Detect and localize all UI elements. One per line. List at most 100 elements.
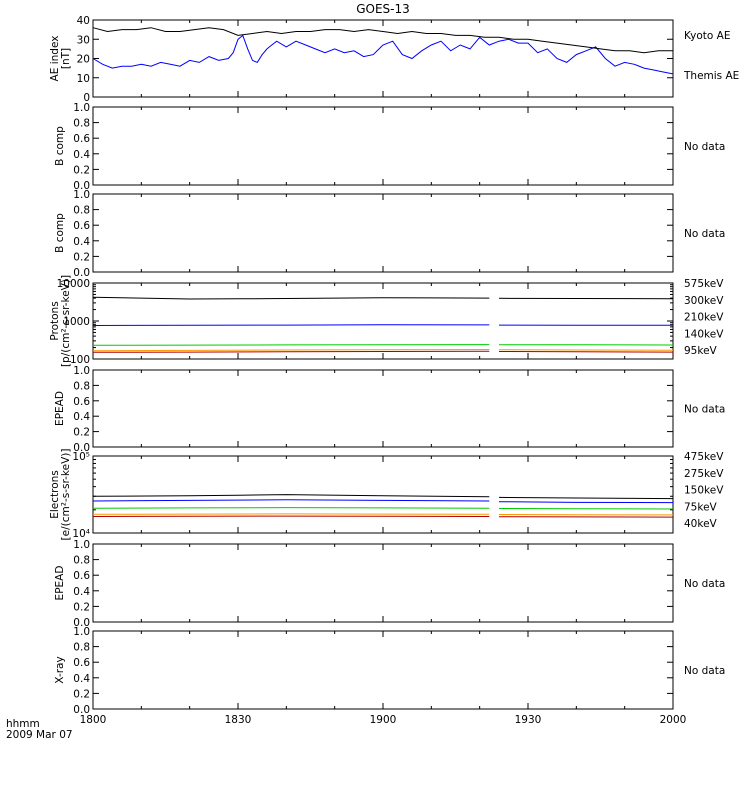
legend-75kev: 75keV — [684, 501, 718, 513]
y-axis-label-line: AE index — [49, 36, 61, 82]
y-tick-label: 0.6 — [73, 220, 90, 232]
series-line-kyoto-ae — [92, 34, 674, 75]
x-tick-label: 1800 — [80, 714, 107, 726]
legend-kyoto-ae: Kyoto AE — [684, 30, 730, 42]
panel-frame — [92, 543, 674, 623]
y-tick-label: 0.2 — [73, 251, 90, 263]
time-unit-label: hhmm — [6, 718, 40, 730]
no-data-label: No data — [684, 578, 725, 590]
y-tick-label: 100 — [70, 354, 90, 366]
series-line-95kev — [92, 296, 490, 300]
y-axis-label: AE index[nT] — [49, 36, 72, 82]
y-tick-label: 1000 — [63, 316, 90, 328]
no-data-label: No data — [684, 665, 725, 677]
legend-210kev: 210keV — [684, 312, 724, 324]
y-tick-label: 30 — [77, 34, 90, 46]
y-tick-label: 0.6 — [73, 657, 90, 669]
legend-300kev: 300keV — [684, 295, 724, 307]
y-tick-label: 0.0 — [73, 267, 90, 279]
y-tick-label: 10⁴ — [72, 528, 90, 540]
series-line-575kev — [92, 350, 490, 353]
plot-title: GOES-13 — [356, 2, 410, 16]
y-tick-label: 0.0 — [73, 180, 90, 192]
legend-275kev: 275keV — [684, 468, 724, 480]
y-tick-label: 0.4 — [73, 673, 90, 685]
no-data-label: No data — [684, 404, 725, 416]
legend-140kev: 140keV — [684, 328, 724, 340]
series-line-300kev — [498, 349, 674, 351]
y-axis-label-line: Protons — [49, 301, 61, 340]
y-tick-label: 0.4 — [73, 236, 90, 248]
y-axis-label: B comp — [54, 126, 66, 166]
series-line-210kev — [92, 344, 490, 346]
y-tick-label: 0.6 — [73, 396, 90, 408]
x-tick-label: 1830 — [225, 714, 252, 726]
y-tick-label: 0.0 — [73, 704, 90, 716]
series-line-150kev — [92, 507, 490, 509]
y-tick-label: 0.4 — [73, 411, 90, 423]
series-line-40kev — [498, 496, 674, 500]
legend-40kev: 40keV — [684, 518, 718, 530]
series-line-140kev — [92, 324, 490, 326]
y-tick-label: 0 — [83, 92, 90, 104]
y-tick-label: 10 — [77, 73, 90, 85]
series-line-95kev — [498, 297, 674, 300]
y-axis-label-line: B comp — [54, 126, 66, 166]
y-tick-label: 10000 — [57, 278, 90, 290]
panel-frame — [92, 282, 674, 360]
y-axis-label-line: B comp — [54, 213, 66, 253]
panel-b1: 0.0 0.2 0.4 0.6 0.8 1.0 B comp No data — [54, 102, 725, 192]
series-line-themis-ae — [92, 27, 673, 54]
panel-b2: 0.0 0.2 0.4 0.6 0.8 1.0 B comp No data — [54, 189, 725, 279]
no-data-label: No data — [684, 228, 725, 240]
y-axis-label-line: [p/(cm²-s-sr-keV)] — [60, 275, 72, 367]
panel-stack: 0 10 20 30 40 AE index[nT] Kyoto AE Themis AE 0.… — [49, 15, 739, 716]
panel-epead2: 0.0 0.2 0.4 0.6 0.8 1.0 EPEAD No data — [54, 539, 725, 629]
panel-ae: 0 10 20 30 40 AE index[nT] Kyoto AE Themis AE — [49, 15, 739, 104]
series-line-300kev — [92, 349, 490, 352]
y-axis-label-line: X-ray — [54, 656, 66, 683]
x-tick-label: 1900 — [370, 714, 397, 726]
panel-frame — [92, 369, 674, 448]
legend-575kev: 575keV — [684, 278, 724, 290]
panel-frame — [92, 630, 674, 710]
y-tick-label: 0.6 — [73, 570, 90, 582]
y-tick-label: 0.6 — [73, 133, 90, 145]
y-axis-label-line: EPEAD — [54, 566, 66, 601]
x-tick-label: 2000 — [660, 714, 687, 726]
y-tick-label: 0.2 — [73, 164, 90, 176]
y-tick-label: 0.0 — [73, 617, 90, 629]
panel-frame — [92, 193, 674, 273]
y-tick-label: 0.2 — [73, 427, 90, 439]
y-tick-label: 0.0 — [73, 442, 90, 454]
y-tick-label: 1.0 — [73, 539, 90, 551]
y-tick-label: 40 — [77, 15, 90, 27]
y-axis-label: X-ray — [54, 656, 66, 683]
legend-themis-ae: Themis AE — [683, 70, 739, 82]
date-label: 2009 Mar 07 — [6, 729, 73, 741]
y-tick-label: 1.0 — [73, 102, 90, 114]
y-tick-label: 0.8 — [73, 118, 90, 130]
y-axis-label: EPEAD — [54, 391, 66, 426]
y-axis-label-line: [e/(cm²-s-sr-keV)] — [60, 449, 72, 541]
y-axis-label-line: [nT] — [60, 48, 72, 69]
y-axis-label: B comp — [54, 213, 66, 253]
y-tick-label: 0.2 — [73, 688, 90, 700]
y-tick-label: 0.8 — [73, 555, 90, 567]
series-line-40kev — [92, 494, 490, 498]
series-line-575kev — [498, 351, 674, 353]
y-axis-label: EPEAD — [54, 566, 66, 601]
y-tick-label: 1.0 — [73, 365, 90, 377]
y-tick-label: 10⁵ — [72, 451, 90, 463]
y-tick-label: 0.4 — [73, 149, 90, 161]
y-tick-label: 0.4 — [73, 586, 90, 598]
panel-frame — [92, 455, 674, 534]
y-tick-label: 20 — [77, 54, 90, 66]
x-tick-label: 1930 — [515, 714, 542, 726]
y-axis-label: Protons[p/(cm²-s-sr-keV)] — [49, 275, 72, 367]
y-tick-label: 1.0 — [73, 626, 90, 638]
panel-frame — [92, 106, 674, 186]
